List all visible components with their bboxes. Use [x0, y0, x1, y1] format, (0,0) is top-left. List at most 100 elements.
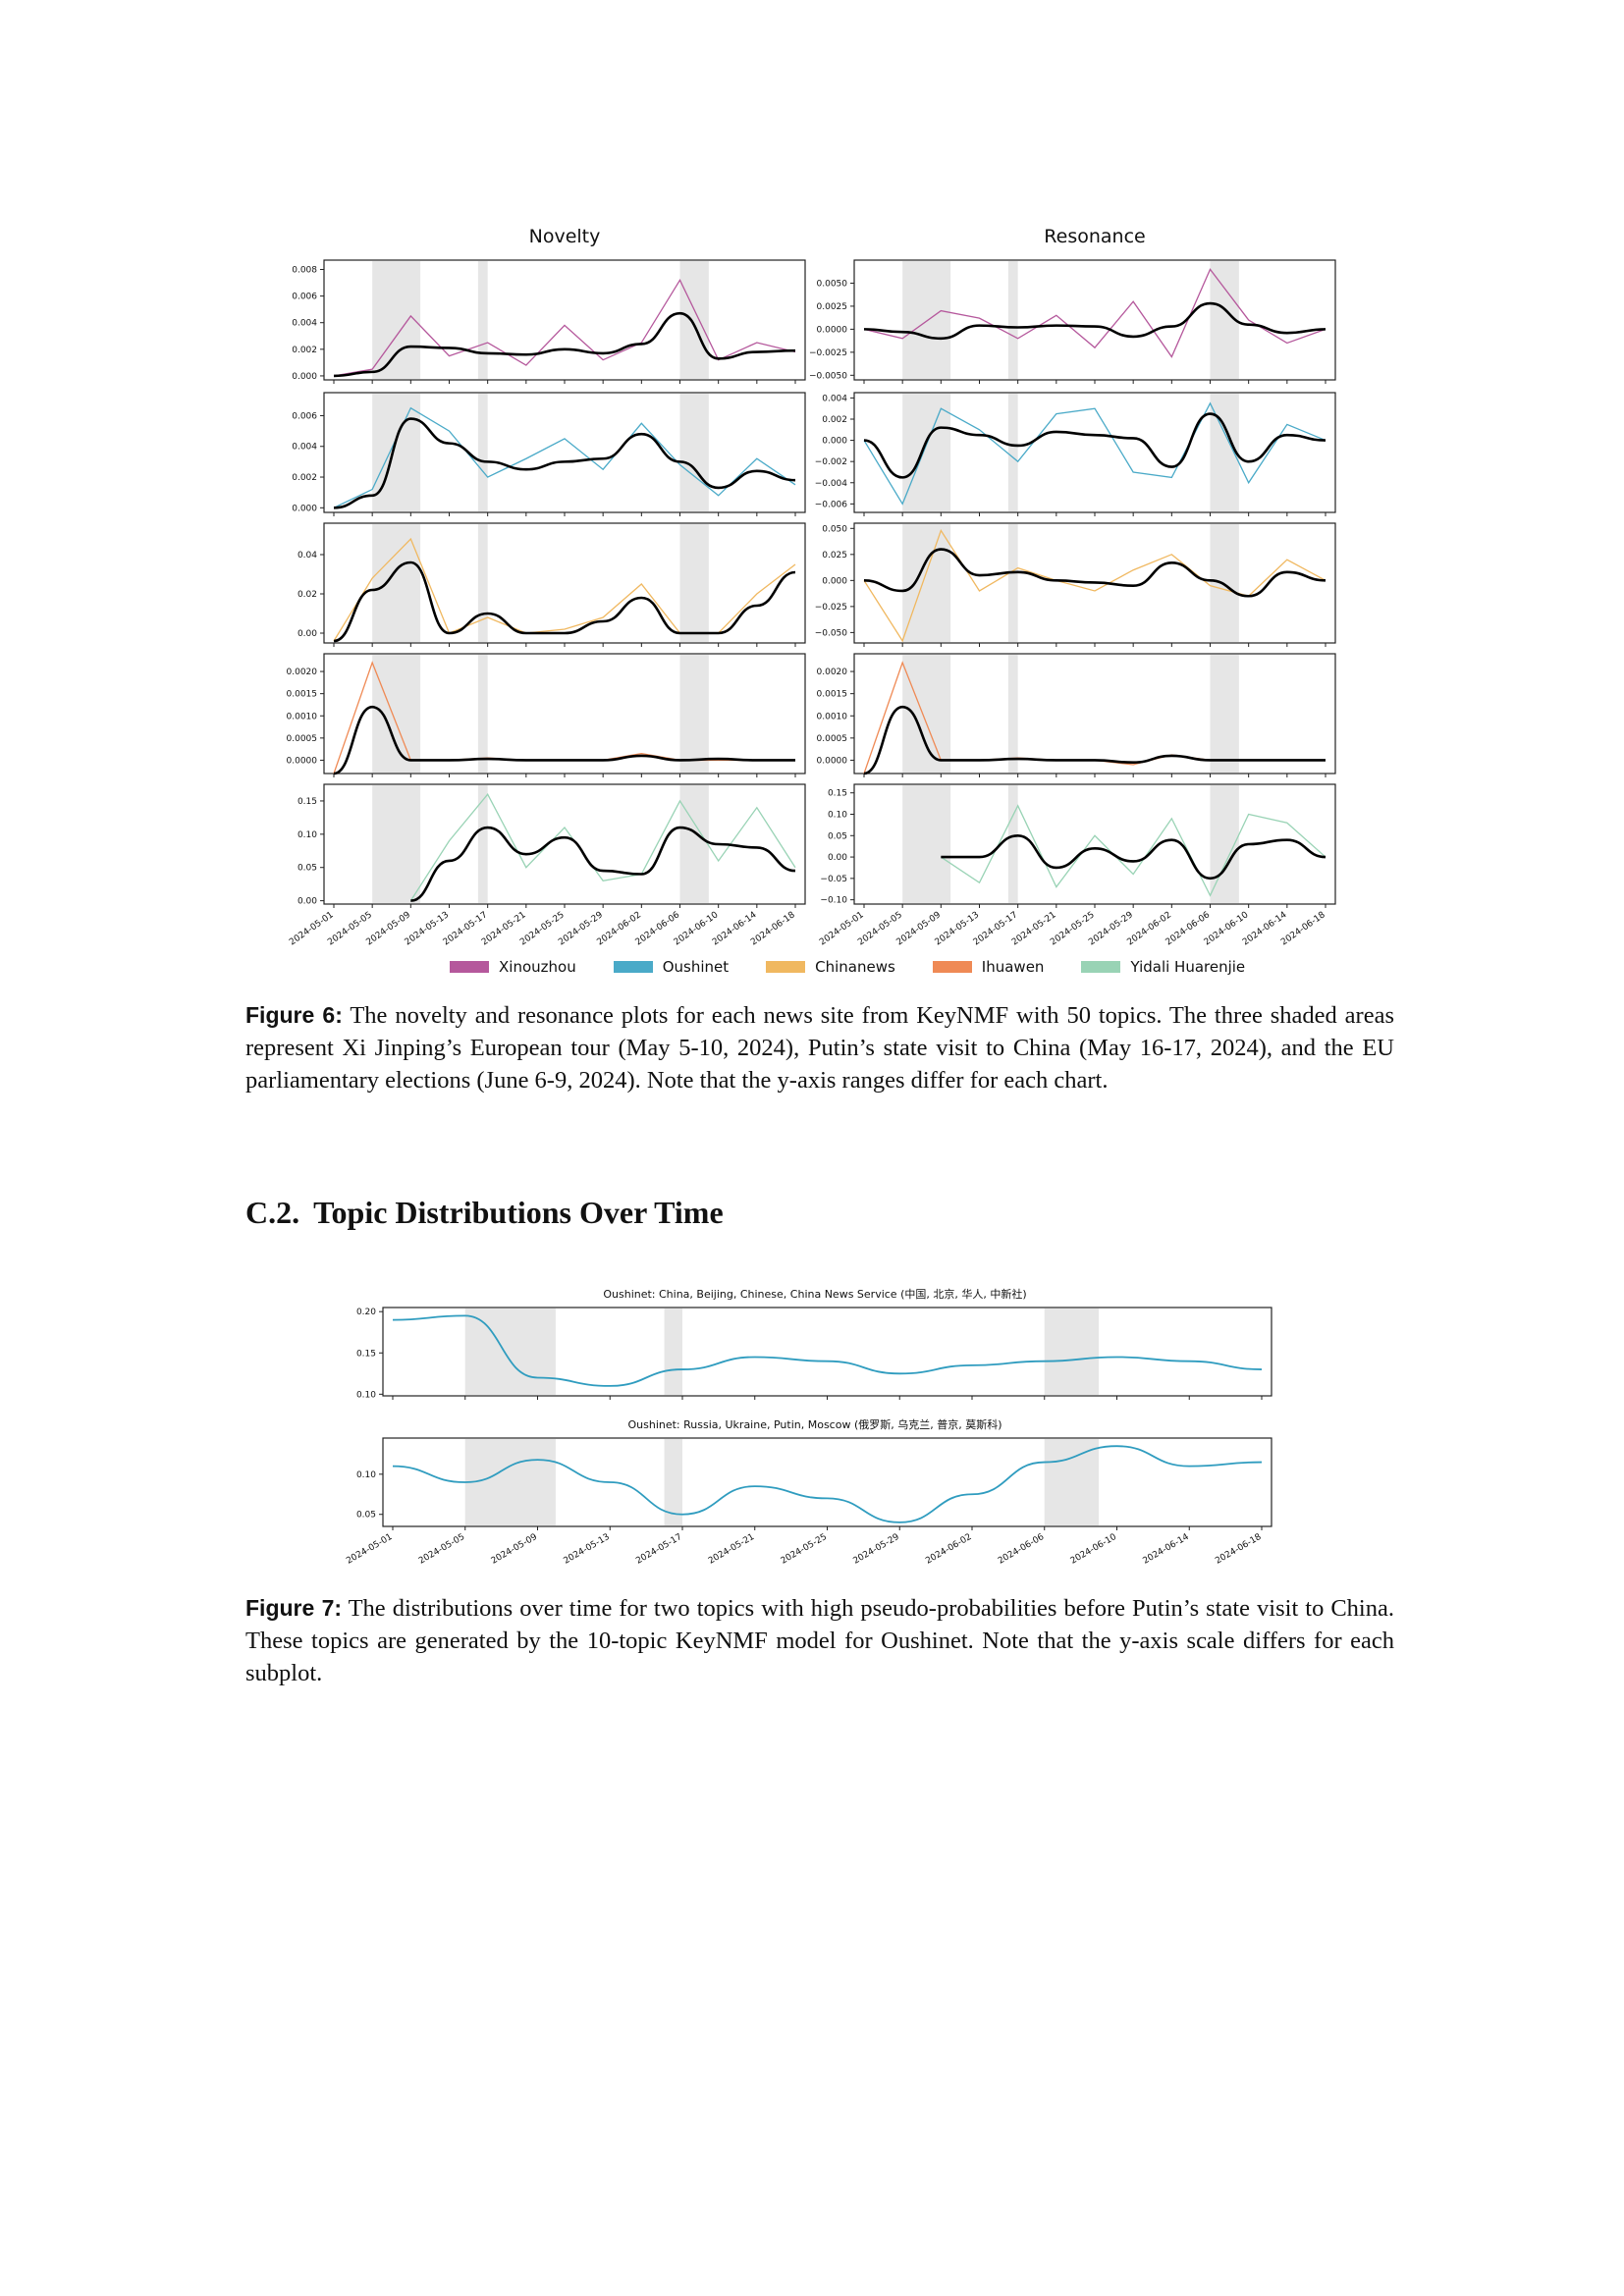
y-tick-label: 0.05	[356, 1511, 376, 1521]
smoothed-series-line	[941, 833, 1326, 881]
x-tick-label: 2024-05-01	[345, 1532, 394, 1567]
event-shaded-area	[477, 785, 488, 903]
panel-resonance-oushinet: −0.006 −0.004 −0.002 0.000 0.002 0.004	[815, 392, 1336, 516]
panel-novelty-chinanews: 0.00 0.02 0.04	[298, 522, 806, 647]
smoothed-series-line	[410, 826, 796, 902]
x-tick-label: 2024-05-21	[707, 1532, 756, 1567]
y-tick-label: −0.0050	[809, 371, 847, 381]
figure-7-caption-label: Figure 7:	[245, 1595, 343, 1621]
event-shaded-area	[902, 261, 951, 379]
figure-6-caption-text: The novelty and resonance plots for each…	[245, 1002, 1394, 1094]
y-tick-label: 0.000	[822, 437, 847, 447]
y-tick-label: −0.05	[820, 875, 847, 884]
event-shaded-area	[372, 524, 421, 642]
event-shaded-area	[477, 394, 488, 511]
x-tick-label: 2024-05-29	[851, 1532, 901, 1567]
raw-series-line	[940, 804, 1326, 897]
x-tick-label: 2024-05-13	[562, 1532, 611, 1567]
legend-swatch	[450, 961, 489, 973]
event-shaded-area	[1007, 261, 1018, 379]
event-shaded-area	[679, 394, 709, 511]
figure-6-caption-label: Figure 6:	[245, 1002, 343, 1028]
x-tick-label: 2024-06-10	[1069, 1532, 1119, 1567]
legend-label: Chinanews	[815, 958, 895, 976]
panel-novelty-oushinet: 0.000 0.002 0.004 0.006	[292, 392, 806, 516]
raw-series-line	[409, 792, 796, 901]
legend-item-xinouzhou: Xinouzhou	[450, 958, 576, 976]
y-tick-label: 0.002	[822, 415, 847, 425]
event-shaded-area	[372, 394, 421, 511]
figure-7-caption-text: The distributions over time for two topi…	[245, 1595, 1394, 1686]
section-heading: C.2. Topic Distributions Over Time	[245, 1195, 724, 1231]
raw-series-line	[863, 401, 1326, 506]
event-shaded-area	[1007, 524, 1018, 642]
y-tick-label: 0.050	[822, 524, 847, 534]
column-title-novelty: Novelty	[529, 226, 601, 247]
y-tick-label: 0.0020	[817, 667, 848, 677]
y-tick-label: 0.0020	[287, 667, 318, 677]
y-tick-label: 0.008	[292, 265, 317, 275]
legend-label: Xinouzhou	[499, 958, 576, 976]
event-shaded-area	[372, 655, 421, 773]
raw-series-line	[863, 268, 1326, 358]
event-shaded-area	[679, 655, 709, 773]
smoothed-series-line	[863, 412, 1326, 479]
legend-swatch	[1081, 961, 1121, 973]
event-shaded-area	[477, 524, 488, 642]
event-shaded-area	[1007, 394, 1018, 511]
event-shaded-area	[1044, 1308, 1100, 1395]
event-shaded-area	[1007, 655, 1018, 773]
panel-resonance-chinanews: −0.050 −0.025 0.000 0.025 0.050	[815, 522, 1336, 647]
y-tick-label: −0.10	[820, 896, 847, 906]
legend-item-oushinet: Oushinet	[613, 958, 729, 976]
y-tick-label: 0.10	[828, 811, 847, 821]
y-tick-label: 0.10	[298, 830, 317, 840]
subplot-title: Oushinet: China, Beijing, Chinese, China…	[603, 1287, 1026, 1301]
y-tick-label: −0.006	[815, 500, 848, 509]
y-tick-label: 0.002	[292, 473, 317, 483]
event-shaded-area	[1044, 1439, 1100, 1525]
legend-label: Ihuawen	[981, 958, 1045, 976]
event-shaded-area	[902, 524, 951, 642]
figure-7-caption: Figure 7: The distributions over time fo…	[245, 1592, 1394, 1689]
y-tick-label: 0.0025	[817, 302, 848, 312]
y-tick-label: 0.0000	[287, 756, 318, 766]
smoothed-series-line	[863, 548, 1326, 598]
event-shaded-area	[477, 261, 488, 379]
y-tick-label: 0.0000	[817, 325, 848, 335]
event-shaded-area	[679, 785, 709, 903]
event-shaded-area	[664, 1439, 682, 1525]
event-shaded-area	[902, 785, 951, 903]
event-shaded-area	[372, 785, 421, 903]
y-tick-label: 0.0000	[817, 756, 848, 766]
y-tick-label: 0.02	[298, 590, 317, 600]
legend-swatch	[932, 961, 972, 973]
y-tick-label: 0.025	[822, 551, 847, 561]
x-tick-label: 2024-06-06	[997, 1532, 1047, 1567]
panel-resonance-yidali-huarenjie: −0.10−0.050.000.050.100.152024-05-012024…	[818, 783, 1336, 947]
panel-novelty-yidali-huarenjie: 0.000.050.100.152024-05-012024-05-052024…	[288, 783, 806, 947]
y-tick-label: 0.15	[298, 797, 317, 807]
figure-6-novelty-resonance-grid: Novelty Resonance 0.0000.0020.0040.0060.…	[287, 226, 1336, 947]
smoothed-series-line	[333, 561, 796, 643]
y-tick-label: 0.10	[356, 1470, 376, 1480]
event-shaded-area	[372, 261, 421, 379]
y-tick-label: −0.0025	[809, 348, 847, 358]
event-shaded-area	[679, 524, 709, 642]
legend-swatch	[766, 961, 806, 973]
event-shaded-area	[664, 1308, 682, 1395]
y-tick-label: 0.0005	[287, 734, 318, 744]
y-tick-label: 0.15	[356, 1349, 376, 1359]
y-tick-label: 0.000	[292, 504, 317, 513]
panel-novelty-ihuawen: 0.0000 0.0005 0.0010 0.0015 0.0020	[287, 653, 806, 777]
y-tick-label: 0.0010	[287, 712, 318, 721]
event-shaded-area	[1007, 785, 1018, 903]
smoothed-series-line	[333, 705, 795, 775]
x-tick-label: 2024-05-09	[490, 1532, 540, 1567]
event-shaded-area	[679, 261, 709, 379]
x-tick-label: 2024-06-18	[1214, 1532, 1264, 1567]
subplot-title: Oushinet: Russia, Ukraine, Putin, Moscow…	[627, 1417, 1001, 1431]
y-tick-label: 0.0015	[817, 690, 848, 700]
raw-series-line	[333, 278, 796, 377]
smoothed-series-line	[333, 311, 796, 378]
